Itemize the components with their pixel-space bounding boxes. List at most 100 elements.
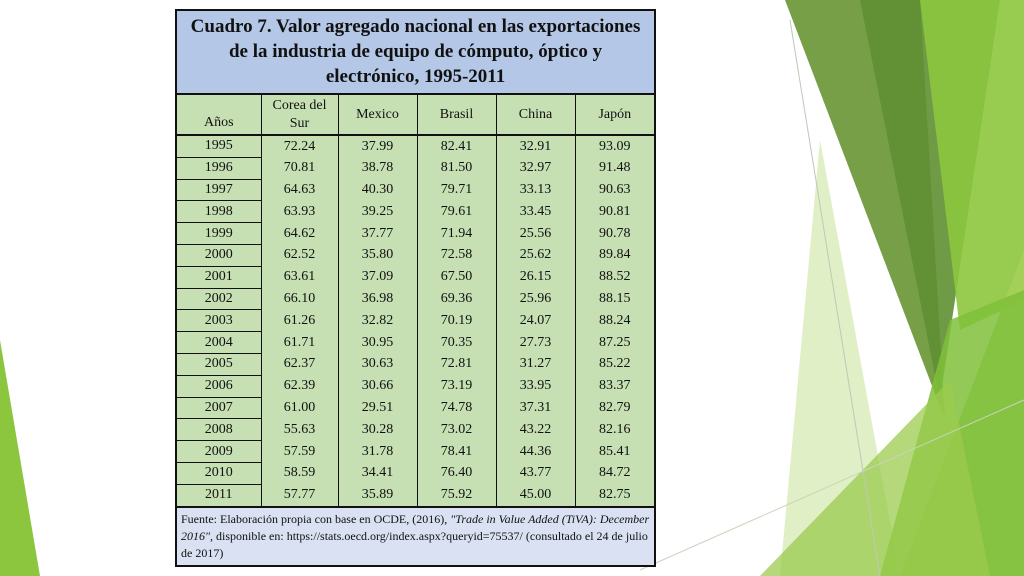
value-cell: 33.95 [496, 375, 576, 398]
value-cell: 81.50 [417, 157, 497, 180]
value-cell: 79.71 [417, 179, 497, 201]
value-cell: 36.98 [338, 288, 418, 310]
value-cell: 32.91 [496, 135, 576, 158]
column-header-years: Años [177, 94, 262, 136]
value-cell: 34.41 [338, 462, 418, 485]
year-cell: 1995 [177, 135, 262, 158]
value-cell: 82.79 [599, 399, 631, 415]
value-cell: 88.52 [599, 269, 631, 285]
value-cell: 61.26 [261, 309, 339, 332]
table-row: 2004 61.71 30.95 70.35 27.73 87.25 [177, 331, 654, 354]
left-green-facet [0, 340, 40, 576]
table-row: 1996 70.81 38.78 81.50 32.97 91.48 [177, 157, 654, 180]
source-note: Fuente: Elaboración propia con base en O… [177, 506, 655, 565]
value-cell: 32.82 [338, 309, 418, 332]
value-cell: 35.80 [338, 244, 418, 267]
value-cell: 83.37 [599, 378, 631, 394]
source-suffix: disponible en: https://stats.oecd.org/in… [181, 528, 648, 560]
thin-line [639, 399, 1024, 571]
value-cell: 74.78 [417, 397, 497, 419]
value-cell: 39.25 [338, 200, 418, 223]
table-row: 1998 63.93 39.25 79.61 33.45 90.81 [177, 200, 654, 224]
value-cell: 91.48 [599, 160, 631, 176]
value-cell: 78.41 [417, 440, 497, 463]
green-facet-bottom [760, 380, 990, 576]
value-cell: 27.73 [496, 331, 576, 354]
table-body: 1995 72.24 37.99 82.41 32.91 93.09 1996 70.81 38… [177, 135, 655, 508]
value-cell: 72.81 [417, 353, 497, 376]
value-cell: 85.22 [599, 356, 631, 372]
value-cell: 70.19 [417, 309, 497, 332]
value-cell: 76.40 [417, 462, 497, 485]
value-cell: 82.16 [599, 421, 631, 437]
value-cell: 73.19 [417, 375, 497, 398]
table-row: 2007 61.00 29.51 74.78 37.31 82.79 [177, 397, 654, 420]
table-row: 1997 64.63 40.30 79.71 33.13 90.63 [177, 179, 654, 202]
value-cell: 79.61 [417, 200, 497, 223]
year-cell: 1999 [177, 222, 262, 245]
value-cell: 62.39 [261, 375, 339, 398]
value-cell: 89.84 [599, 247, 631, 263]
value-cell: 24.07 [496, 309, 576, 332]
header-row: Años Corea del Sur Mexico Brasil China Japón [177, 94, 655, 136]
year-cell: 2003 [177, 309, 262, 333]
value-cell: 25.56 [496, 222, 576, 245]
value-cell: 62.52 [261, 244, 339, 267]
value-cell: 64.62 [261, 222, 339, 245]
value-cell: 75.92 [417, 484, 497, 508]
value-cell: 55.63 [261, 418, 339, 441]
value-cell: 63.61 [261, 266, 339, 289]
value-cell: 90.81 [599, 203, 631, 219]
value-cell: 90.63 [599, 181, 631, 197]
value-cell: 35.89 [338, 484, 418, 508]
data-table: Cuadro 7. Valor agregado nacional en las… [175, 9, 656, 567]
value-cell: 37.31 [496, 397, 576, 419]
year-cell: 2007 [177, 397, 262, 420]
value-cell: 64.63 [261, 179, 339, 201]
year-cell: 2001 [177, 266, 262, 289]
value-cell: 26.15 [496, 266, 576, 289]
year-cell: 2011 [177, 484, 262, 508]
table-row: 1995 72.24 37.99 82.41 32.91 93.09 [177, 135, 654, 158]
value-cell: 58.59 [261, 462, 339, 485]
table-row: 2005 62.37 30.63 72.81 31.27 85.22 [177, 353, 654, 376]
value-cell: 30.95 [338, 331, 418, 354]
value-cell: 37.99 [338, 135, 418, 158]
year-cell: 2004 [177, 331, 262, 354]
value-cell: 73.02 [417, 418, 497, 441]
table-row: 2001 63.61 37.09 67.50 26.15 88.52 [177, 266, 654, 289]
value-cell: 72.58 [417, 244, 497, 267]
table-row: 2009 57.59 31.78 78.41 44.36 85.41 [177, 440, 654, 463]
value-cell: 72.24 [261, 135, 339, 158]
value-cell: 31.27 [496, 353, 576, 376]
value-cell: 25.96 [496, 288, 576, 310]
year-cell: 2005 [177, 353, 262, 376]
value-cell: 87.25 [599, 334, 631, 350]
value-cell: 30.66 [338, 375, 418, 398]
value-cell: 37.09 [338, 266, 418, 289]
value-cell: 90.78 [599, 225, 631, 241]
column-header: Brasil [417, 94, 497, 136]
value-cell: 32.97 [496, 157, 576, 180]
value-cell: 67.50 [417, 266, 497, 289]
value-cell: 93.09 [599, 138, 631, 154]
value-cell: 38.78 [338, 157, 418, 180]
table-row: 2002 66.10 36.98 69.36 25.96 88.15 [177, 288, 654, 311]
value-cell: 29.51 [338, 397, 418, 419]
column-header: Japón [575, 94, 655, 136]
value-cell: 85.41 [599, 443, 631, 459]
column-header: China [496, 94, 576, 136]
year-cell: 2008 [177, 418, 262, 442]
table-row: 2008 55.63 30.28 73.02 43.22 82.16 [177, 418, 654, 442]
value-cell: 33.13 [496, 179, 576, 201]
table-row: 2000 62.52 35.80 72.58 25.62 89.84 [177, 244, 654, 267]
value-cell: 82.41 [417, 135, 497, 158]
value-cell: 61.00 [261, 397, 339, 419]
table-title: Cuadro 7. Valor agregado nacional en las… [177, 11, 655, 95]
source-prefix: Fuente: Elaboración propia con base en O… [181, 511, 451, 526]
value-cell: 25.62 [496, 244, 576, 267]
value-cell: 30.63 [338, 353, 418, 376]
value-cell: 61.71 [261, 331, 339, 354]
value-cell: 88.15 [599, 290, 631, 306]
table-row: 2006 62.39 30.66 73.19 33.95 83.37 [177, 375, 654, 398]
